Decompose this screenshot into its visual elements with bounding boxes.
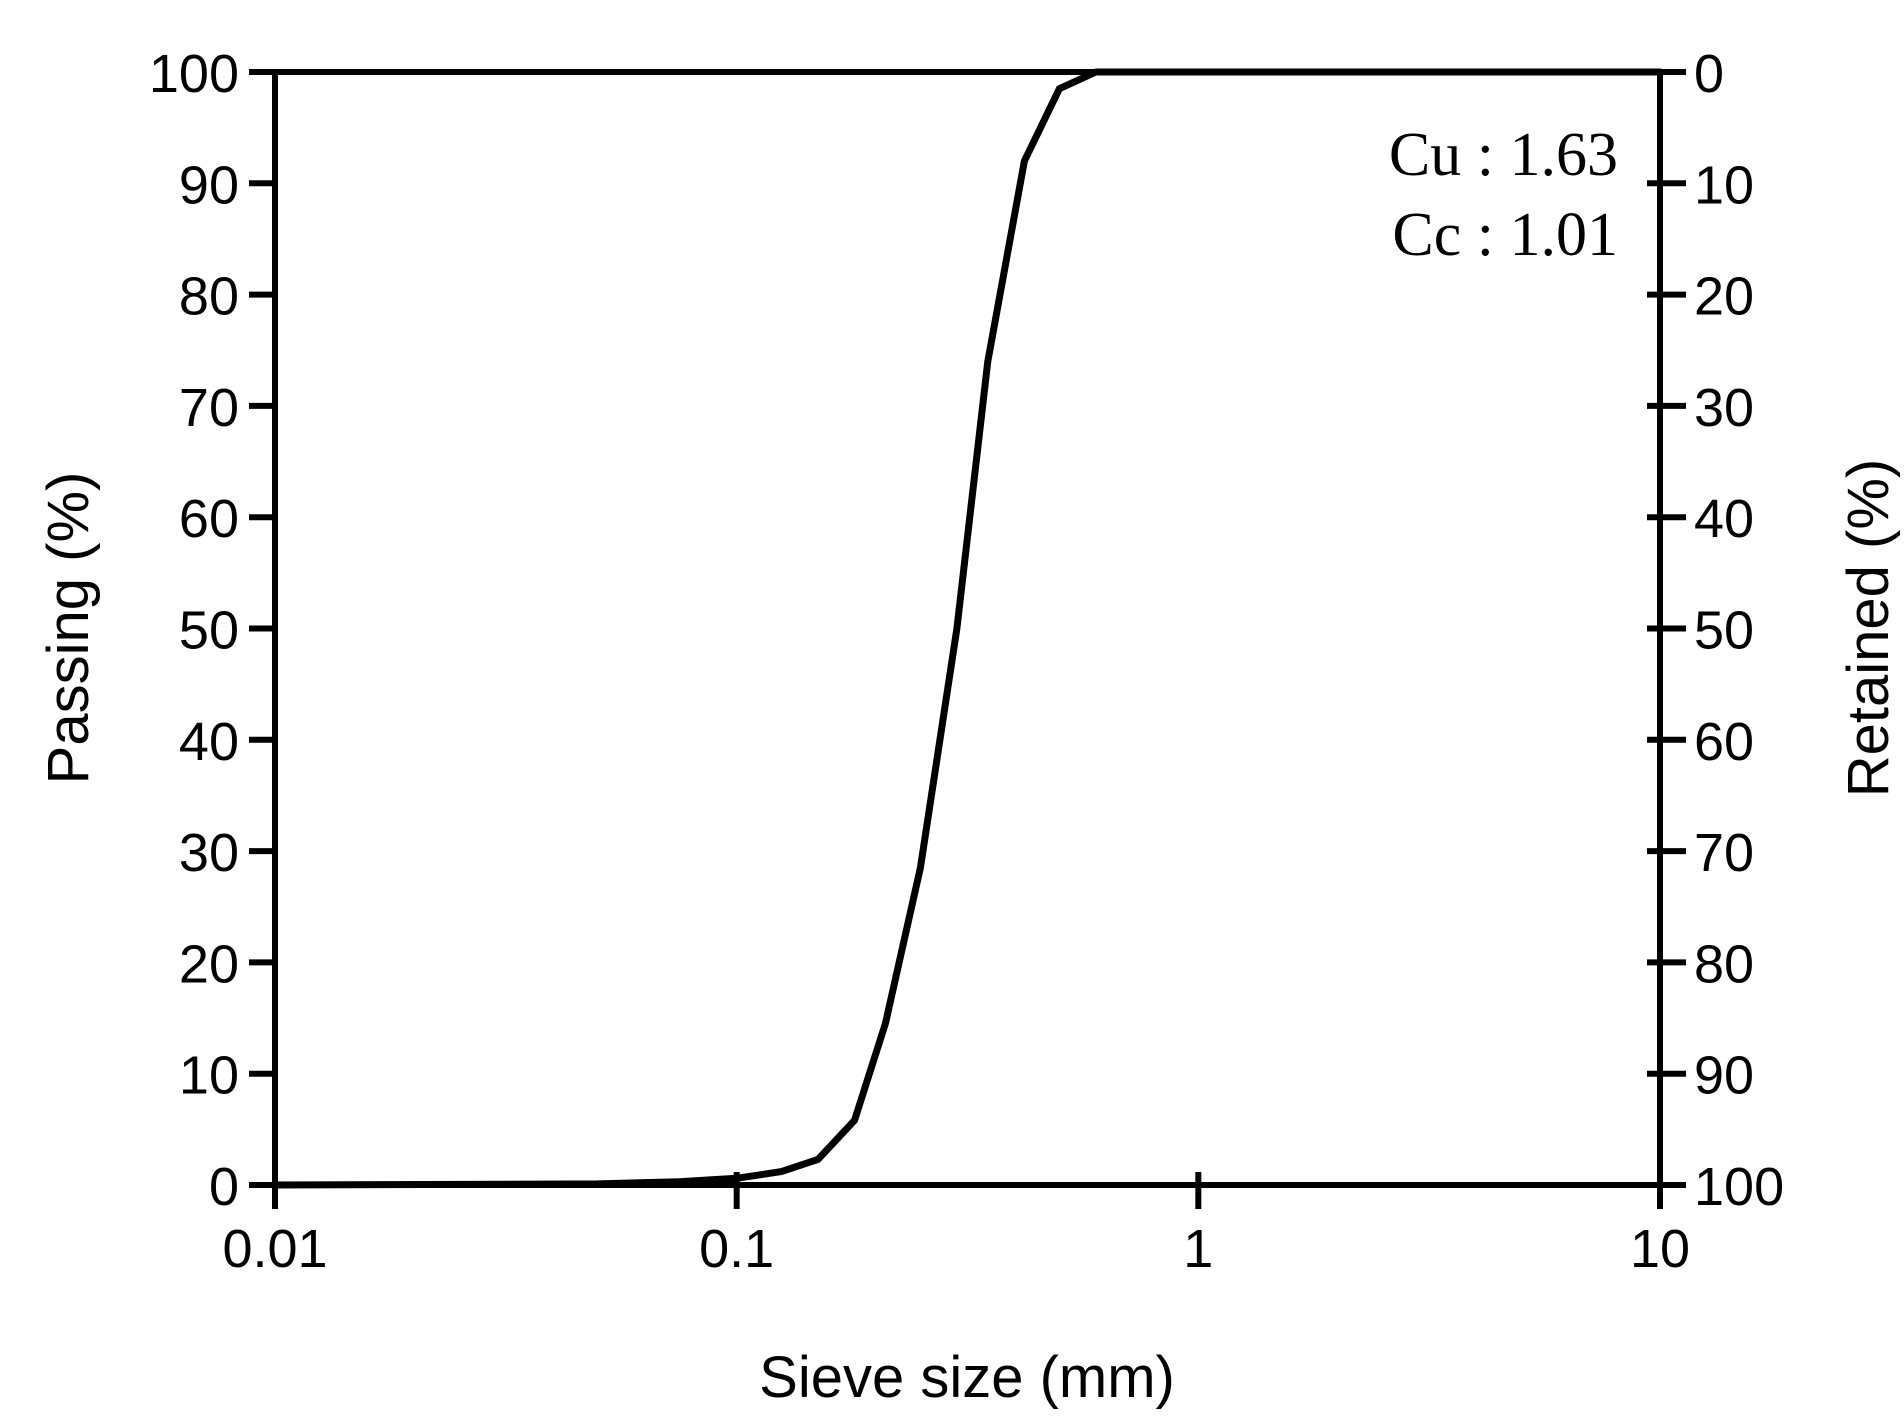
y2-tick-label: 40 [1694, 489, 1754, 549]
annotation-cu: Cu : 1.63 [1389, 121, 1618, 189]
ticks-layer [249, 69, 1686, 1209]
y2-tick-label: 20 [1694, 267, 1754, 327]
y2-tick-label: 10 [1694, 155, 1754, 215]
y-tick-label: 30 [179, 823, 239, 883]
annotation-cc: Cc : 1.01 [1392, 201, 1618, 269]
y2-tick-label: 30 [1694, 378, 1754, 438]
y2-tick-label: 0 [1694, 44, 1724, 104]
x-axis-title: Sieve size (mm) [759, 1345, 1175, 1410]
y2-tick-label: 60 [1694, 712, 1754, 772]
y-tick-label: 40 [179, 712, 239, 772]
y-tick-label: 10 [179, 1046, 239, 1106]
y-tick-label: 50 [179, 601, 239, 661]
y-tick-label: 0 [209, 1157, 239, 1217]
y2-tick-label: 80 [1694, 934, 1754, 994]
series-line [271, 68, 1664, 1189]
x-tick-label: 0.1 [699, 1219, 774, 1279]
x-tick-label: 10 [1630, 1219, 1690, 1279]
y-tick-label: 90 [179, 155, 239, 215]
tick-labels-layer: 0 10 20 30 40 50 60 70 80 90 100 0 10 20 30 40 50 60 70 80 9… [149, 44, 1784, 1279]
y-tick-label: 60 [179, 489, 239, 549]
y2-tick-label: 90 [1694, 1046, 1754, 1106]
y-axis-title: Passing (%) [36, 472, 101, 785]
y2-tick-label: 100 [1694, 1157, 1784, 1217]
y2-axis-title: Retained (%) [1836, 459, 1901, 797]
y-tick-label: 70 [179, 378, 239, 438]
x-tick-label: 0.01 [222, 1219, 327, 1279]
y-tick-label: 100 [149, 44, 239, 104]
x-tick-label: 1 [1183, 1219, 1213, 1279]
y-tick-label: 80 [179, 267, 239, 327]
y-tick-label: 20 [179, 934, 239, 994]
y2-tick-label: 50 [1694, 601, 1754, 661]
y2-tick-label: 70 [1694, 823, 1754, 883]
